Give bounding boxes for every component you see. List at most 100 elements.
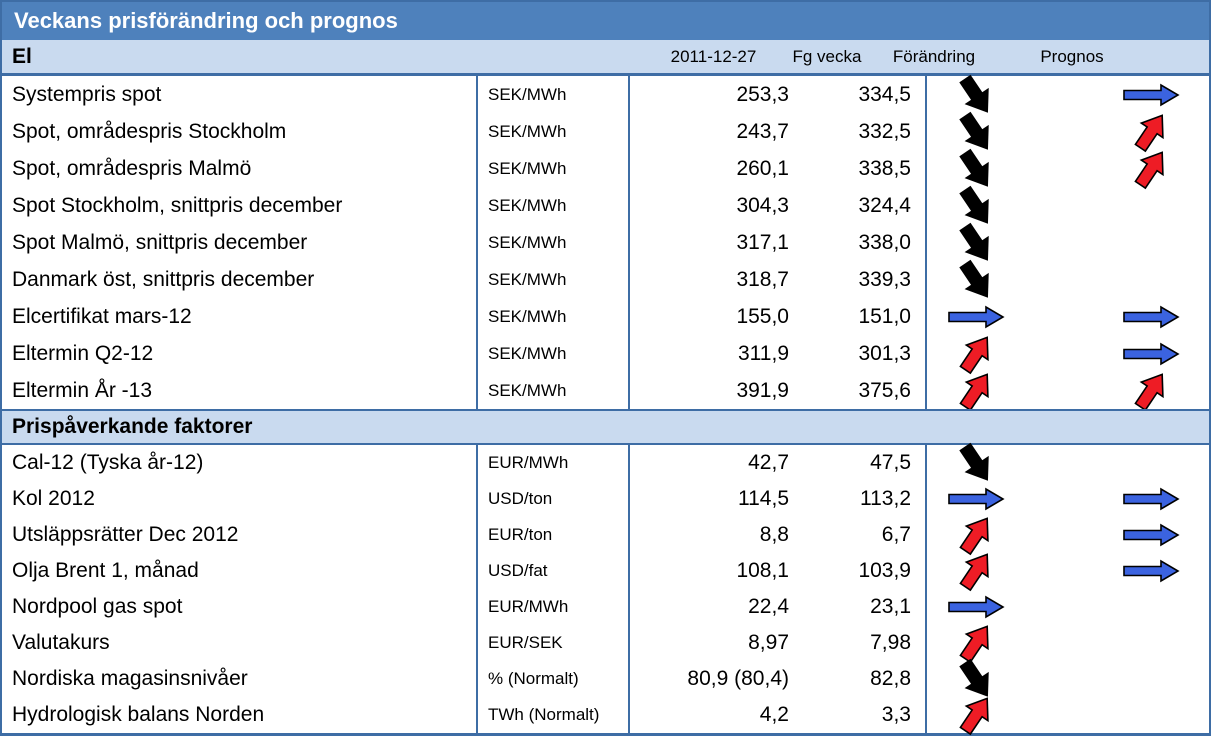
down-right-arrow-icon [959,74,989,113]
change-arrow-slot [941,183,1011,229]
right-arrow-icon [1123,342,1180,365]
row-label: Eltermin Q2-12 [2,335,478,372]
row-label: Spot Malmö, snittpris december [2,224,478,261]
row-unit: SEK/MWh [478,224,630,261]
right-arrow-icon [1123,487,1180,511]
row-unit: SEK/MWh [478,298,630,335]
row-arrow-cell [927,372,1209,411]
row-arrow-cell [927,74,1209,113]
table-row: Olja Brent 1, månad USD/fat 108,1 103,9 [2,553,1209,592]
change-arrow-slot [941,109,1011,155]
forecast-arrow-slot [1116,368,1186,414]
row-value-current: 8,97 [748,631,789,654]
table-row: Spot, områdespris Stockholm SEK/MWh 243,… [2,111,1209,152]
table-row: Eltermin År -13 SEK/MWh 391,9 375,6 [2,372,1209,411]
row-value-current: 42,7 [748,451,789,474]
row-unit: % (Normalt) [478,661,630,697]
change-arrow-slot [941,548,1011,594]
right-arrow-icon [1123,523,1180,547]
row-value-prev: 113,2 [793,481,927,517]
right-arrow-icon [948,305,1005,328]
row-label: Olja Brent 1, månad [2,553,478,589]
table-row: Utsläppsrätter Dec 2012 EUR/ton 8,8 6,7 [2,517,1209,556]
row-value-current: 22,4 [748,595,789,618]
table-row: Nordiska magasinsnivåer % (Normalt) 80,9… [2,658,1209,697]
row-label: Nordpool gas spot [2,589,478,625]
change-arrow-slot [941,331,1011,377]
row-arrow-cell [927,442,1209,481]
report-title: Veckans prisförändring och prognos [14,8,398,33]
row-label: Elcertifikat mars-12 [2,298,478,335]
down-right-arrow-icon [959,148,989,187]
change-arrow-slot [941,220,1011,266]
forecast-arrow-slot [1116,512,1186,558]
row-value-prev: 151,0 [793,298,927,335]
change-arrow-slot [941,440,1011,486]
row-value-current: 253,3 [736,82,789,106]
column-header-forecast: Prognos [1040,46,1104,66]
row-unit: SEK/MWh [478,150,630,187]
up-right-arrow-icon [959,625,989,664]
column-header-change: Förändring [892,46,976,66]
row-unit: SEK/MWh [478,187,630,224]
right-arrow-icon [1123,83,1180,106]
change-arrow-slot [941,476,1011,522]
row-arrow-cell [927,697,1209,736]
row-value-prev: 23,1 [793,589,927,625]
row-value-current: 311,9 [738,341,789,365]
row-value-current: 260,1 [736,156,789,180]
forecast-arrow-slot [1116,72,1186,118]
up-right-arrow-icon [959,697,989,736]
row-label: Nordiska magasinsnivåer [2,661,478,697]
change-arrow-slot [941,146,1011,192]
section-header-el: El 2011-12-27 Fg vecka Förändring Progno… [2,40,1209,76]
right-arrow-icon [948,595,1005,619]
row-value-prev: 7,98 [793,625,927,661]
section-rows-el: Systempris spot SEK/MWh 253,3 334,5 Spot… [2,74,1209,411]
row-label: Danmark öst, snittpris december [2,261,478,298]
down-right-arrow-icon [959,222,989,261]
forecast-arrow-slot [1116,109,1186,155]
row-unit: EUR/MWh [478,589,630,625]
down-right-arrow-icon [959,185,989,224]
table-row: Danmark öst, snittpris december SEK/MWh … [2,259,1209,298]
row-value-prev: 338,5 [793,150,927,187]
report-title-band: Veckans prisförändring och prognos [2,2,1209,40]
section-label: El [12,44,32,68]
row-value-prev: 338,0 [793,224,927,261]
row-arrow-cell [927,589,1209,625]
row-value-prev: 324,4 [793,187,927,224]
column-header-date: 2011-12-27 [670,46,757,66]
row-value-current: 8,8 [759,523,789,546]
row-unit: EUR/ton [478,517,630,553]
row-arrow-cell [927,481,1209,517]
row-unit: SEK/MWh [478,261,630,298]
up-right-arrow-icon [959,372,989,411]
row-label: Cal-12 (Tyska år-12) [2,445,478,481]
row-unit: USD/ton [478,481,630,517]
row-value-current: 4,2 [759,703,789,726]
change-arrow-slot [941,72,1011,118]
row-value-prev: 6,7 [793,517,927,553]
row-arrow-cell [927,111,1209,152]
up-right-arrow-icon [959,335,989,374]
change-arrow-slot [941,620,1011,666]
up-right-arrow-icon [959,517,989,556]
down-right-arrow-icon [959,259,989,298]
table-row: Valutakurs EUR/SEK 8,97 7,98 [2,625,1209,664]
change-arrow-slot [941,368,1011,414]
row-arrow-cell [927,148,1209,189]
table-row: Elcertifikat mars-12 SEK/MWh 155,0 151,0 [2,298,1209,335]
table-row: Spot Malmö, snittpris december SEK/MWh 3… [2,222,1209,261]
row-arrow-cell [927,298,1209,335]
row-unit: SEK/MWh [478,335,630,372]
row-unit: SEK/MWh [478,113,630,150]
right-arrow-icon [1123,559,1180,583]
change-arrow-slot [941,257,1011,303]
price-report-table: Veckans prisförändring och prognos El 20… [0,0,1211,736]
down-right-arrow-icon [959,658,989,697]
row-value-prev: 332,5 [793,113,927,150]
row-value-current: 304,3 [736,193,789,217]
row-arrow-cell [927,658,1209,697]
row-unit: EUR/MWh [478,445,630,481]
